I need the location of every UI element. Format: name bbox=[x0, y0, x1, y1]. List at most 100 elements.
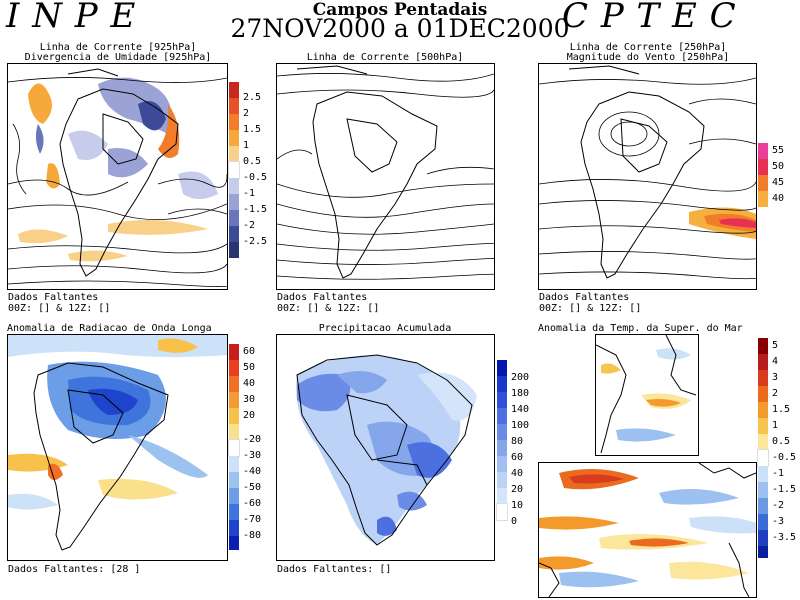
cbar5-label: 200 bbox=[511, 372, 530, 383]
cbar5-label: 180 bbox=[511, 388, 530, 399]
cbar6-swatch bbox=[758, 466, 768, 482]
cbar4-label: -60 bbox=[243, 498, 262, 509]
period-title: 27NOV2000 a 01DEC2000 bbox=[230, 14, 570, 43]
cbar6-label: -3.5 bbox=[772, 532, 797, 543]
south-america-outline bbox=[568, 65, 705, 279]
cbar6-label: 3 bbox=[772, 372, 779, 383]
cbar1-swatch bbox=[229, 82, 239, 98]
cbar3-swatch bbox=[758, 191, 768, 207]
cbar1-swatch bbox=[229, 210, 239, 226]
cbar1-label: -2 bbox=[243, 220, 256, 231]
cbar4-swatch bbox=[229, 344, 239, 360]
panel6-colorbar: 5 4 3 2 1.5 1 0.5 -0.5 -1 -1.5 -2 -3 -3.… bbox=[757, 338, 798, 558]
cbar4-label: 40 bbox=[243, 378, 256, 389]
pacific-sst-shading bbox=[539, 469, 756, 588]
cbar3-swatch bbox=[758, 143, 768, 159]
cbar6-swatch bbox=[758, 498, 768, 514]
cbar5-swatch bbox=[497, 424, 507, 440]
panel4-map bbox=[7, 334, 228, 561]
cbar1-swatch bbox=[229, 114, 239, 130]
cbar1-swatch bbox=[229, 146, 239, 162]
cbar1-label: 2.5 bbox=[243, 92, 262, 103]
panel2-missing-times: 00Z: [] & 12Z: [] bbox=[277, 303, 380, 314]
panel2-missing-label: Dados Faltantes bbox=[277, 292, 368, 303]
cbar4-label: -80 bbox=[243, 530, 262, 541]
cbar4-label: -70 bbox=[243, 514, 262, 525]
cbar5-swatch bbox=[497, 360, 507, 376]
panel1-map bbox=[7, 63, 228, 290]
cbar4-swatch bbox=[228, 439, 240, 457]
cbar3-label: 40 bbox=[772, 193, 785, 204]
cbar6-swatch bbox=[758, 338, 768, 354]
panel4-title: Anomalia de Radiacao de Onda Longa bbox=[7, 323, 212, 334]
cbar6-swatch bbox=[757, 449, 769, 467]
cbar4-swatch bbox=[229, 520, 239, 536]
streamlines bbox=[8, 77, 227, 287]
americas-africa-outline bbox=[596, 335, 697, 454]
panel1-title-line2: Divergencia de Umidade [925hPa] bbox=[24, 52, 212, 63]
cbar4-swatch bbox=[229, 536, 239, 550]
cbar4-swatch bbox=[229, 408, 239, 424]
south-america-outline bbox=[296, 65, 438, 279]
cbar5-swatch bbox=[497, 472, 507, 488]
panel5-missing-label: Dados Faltantes: [] bbox=[277, 564, 392, 575]
panel4-colorbar: 60 50 40 30 20 -20 -30 -40 -50 -60 -70 -… bbox=[228, 344, 269, 550]
precipitation-shading bbox=[296, 355, 477, 545]
cbar1-label: -1.5 bbox=[243, 204, 268, 215]
panel3-title-line1: Linha de Corrente [250hPa] bbox=[569, 42, 727, 53]
panel1-title-line1: Linha de Corrente [925hPa] bbox=[39, 42, 197, 53]
atlantic-sst-shading bbox=[596, 335, 698, 455]
cbar6-swatch bbox=[758, 482, 768, 498]
cbar5-label: 20 bbox=[511, 484, 524, 495]
cbar5-swatch bbox=[496, 503, 508, 521]
cbar5-label: 40 bbox=[511, 468, 524, 479]
cbar4-swatch bbox=[229, 424, 239, 440]
panel6-atlantic-map bbox=[595, 334, 699, 456]
panel3-title-line2: Magnitude do Vento [250hPa] bbox=[566, 52, 730, 63]
panel4-missing-label: Dados Faltantes: [28 ] bbox=[8, 564, 141, 575]
cbar1-label: -2.5 bbox=[243, 236, 268, 247]
panel5-colorbar: 200 180 140 100 80 60 40 20 10 0 bbox=[496, 360, 537, 527]
cbar5-swatch bbox=[497, 392, 507, 408]
cbar6-label: -1.5 bbox=[772, 484, 797, 495]
cbar5-label: 60 bbox=[511, 452, 524, 463]
wind-magnitude-shading bbox=[689, 207, 756, 239]
cbar5-label: 100 bbox=[511, 420, 530, 431]
cbar6-label: 0.5 bbox=[772, 436, 791, 447]
cbar5-label: 10 bbox=[511, 500, 524, 511]
cbar4-label: -20 bbox=[243, 434, 262, 445]
cbar4-label: 20 bbox=[243, 410, 256, 421]
inpe-logo: I N P E bbox=[6, 0, 137, 36]
brazil-outline bbox=[296, 354, 473, 546]
cbar4-swatch bbox=[229, 456, 239, 472]
olr-anomaly-shading bbox=[8, 335, 227, 510]
panel3-map bbox=[538, 63, 757, 290]
cbar1-label: 1.5 bbox=[243, 124, 262, 135]
cbar6-label: -3 bbox=[772, 516, 785, 527]
cbar6-label: 5 bbox=[772, 340, 779, 351]
south-america-outline bbox=[33, 362, 169, 551]
cbar5-swatch bbox=[497, 440, 507, 456]
cbar4-swatch bbox=[229, 376, 239, 392]
cbar4-label: -40 bbox=[243, 466, 262, 477]
cbar6-swatch bbox=[758, 434, 768, 450]
cbar5-label: 140 bbox=[511, 404, 530, 415]
cbar6-swatch bbox=[758, 386, 768, 402]
cbar4-label: 50 bbox=[243, 362, 256, 373]
panel3-missing-label: Dados Faltantes bbox=[539, 292, 630, 303]
south-america-outline bbox=[59, 68, 179, 277]
cbar6-label: -1 bbox=[772, 468, 785, 479]
cbar4-swatch bbox=[229, 504, 239, 520]
cbar5-label: 80 bbox=[511, 436, 524, 447]
cbar4-label: -30 bbox=[243, 450, 262, 461]
cbar5-swatch bbox=[497, 408, 507, 424]
cbar1-swatch bbox=[229, 130, 239, 146]
cbar1-label: 0.5 bbox=[243, 156, 262, 167]
cbar5-swatch bbox=[497, 456, 507, 472]
panel2-map bbox=[276, 63, 495, 290]
cbar1-label: 2 bbox=[243, 108, 250, 119]
cbar6-swatch bbox=[758, 354, 768, 370]
panel6-title: Anomalia da Temp. da Super. do Mar bbox=[538, 323, 743, 334]
panel6-pacific-map bbox=[538, 462, 757, 598]
cbar1-swatch bbox=[229, 178, 239, 194]
